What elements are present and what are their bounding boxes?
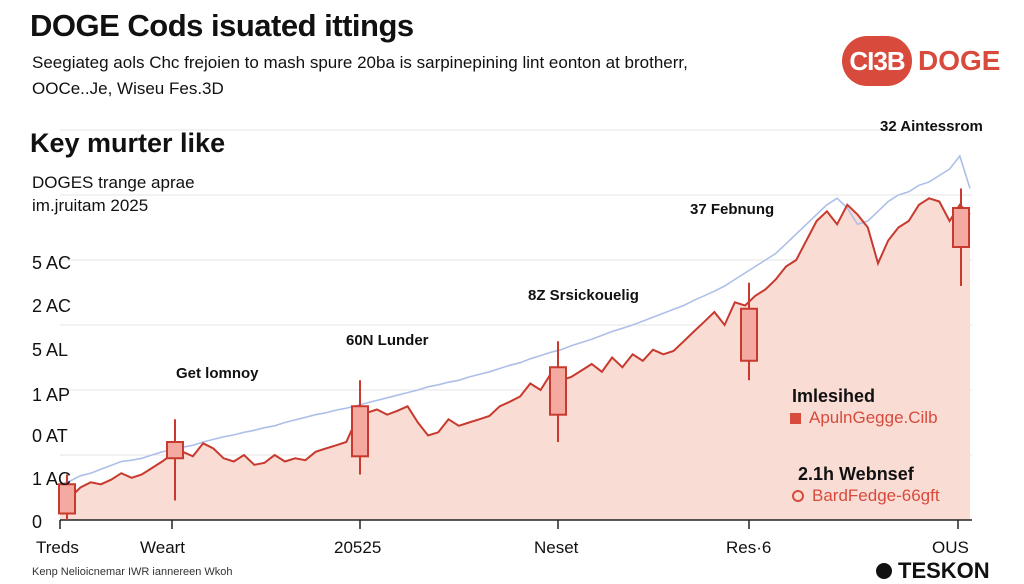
badge-text: DOGE <box>918 45 1001 76</box>
x-tick-label: Treds <box>36 538 79 557</box>
legend-title-2: 2.1h Webnsef <box>798 464 914 484</box>
trend-line <box>59 154 971 486</box>
legend-circle-icon <box>792 490 804 502</box>
x-tick-label: Neset <box>534 538 579 557</box>
y-tick-label: 2 AC <box>32 296 72 316</box>
subtitle-line-2: OOCe..Je, Wiseu Fes.3D <box>32 79 224 98</box>
legend-item-2: BardFedge-66gft <box>792 486 940 506</box>
key-title: Key murter like <box>30 128 226 158</box>
annotation: 60N Lunder <box>346 332 429 349</box>
candle-body <box>740 307 758 362</box>
page-title: DOGE Cods isuated ittings <box>30 8 414 43</box>
subtitle-line-1: Seegiateg aols Chc frejoien to mash spur… <box>32 53 688 72</box>
legend-title-1: Imlesihed <box>792 386 876 406</box>
brand-dot-icon <box>876 563 892 579</box>
brand-name: TESKON <box>898 558 990 583</box>
x-tick-label: Weart <box>140 538 186 557</box>
legend-square-icon <box>790 412 801 424</box>
annotation: 37 Febnung <box>690 201 775 218</box>
legend-item-1: ApulnGegge.Cilb <box>790 408 938 428</box>
badge-circle: CI3B <box>842 36 912 86</box>
x-tick-label: 20525 <box>334 538 382 557</box>
y-tick-label: 5 AL <box>32 340 69 360</box>
x-tick-label: OUS <box>932 538 969 557</box>
key-subtitle-line-1: DOGES trange aprae <box>32 173 195 192</box>
annotation: Get lomnoy <box>176 365 259 382</box>
key-subtitle: DOGES trange aprae im.jruitam 2025 <box>32 171 195 217</box>
y-tick-label: 0 AT <box>32 426 68 446</box>
price-line <box>59 197 971 505</box>
price-area <box>60 198 970 521</box>
x-tick-label: Res·6 <box>726 538 772 557</box>
doge-badge: CI3B DOGE <box>842 36 1000 86</box>
legend-item-1-label: ApulnGegge.Cilb <box>809 408 938 427</box>
brand-logo: TESKON <box>876 558 990 584</box>
y-tick-label: 1 AC <box>32 469 72 489</box>
candle-body <box>58 483 76 515</box>
candle-body <box>166 441 184 460</box>
annotation: 32 Aintessrom <box>880 118 983 135</box>
candle-body <box>952 207 970 248</box>
y-tick-label: 0 <box>32 512 43 532</box>
footer-note: Kenp Nelioicnemar IWR iannereen Wkoh <box>32 566 233 578</box>
candle-body <box>549 366 567 416</box>
y-tick-label: 1 AP <box>32 385 71 405</box>
candle-body <box>351 405 369 458</box>
legend-item-2-label: BardFedge-66gft <box>812 486 940 505</box>
y-tick-label: 5 AC <box>32 253 72 273</box>
subtitle: Seegiateg aols Chc frejoien to mash spur… <box>32 50 812 102</box>
key-subtitle-line-2: im.jruitam 2025 <box>32 196 149 215</box>
annotation: 8Z Srsickouelig <box>528 287 639 304</box>
